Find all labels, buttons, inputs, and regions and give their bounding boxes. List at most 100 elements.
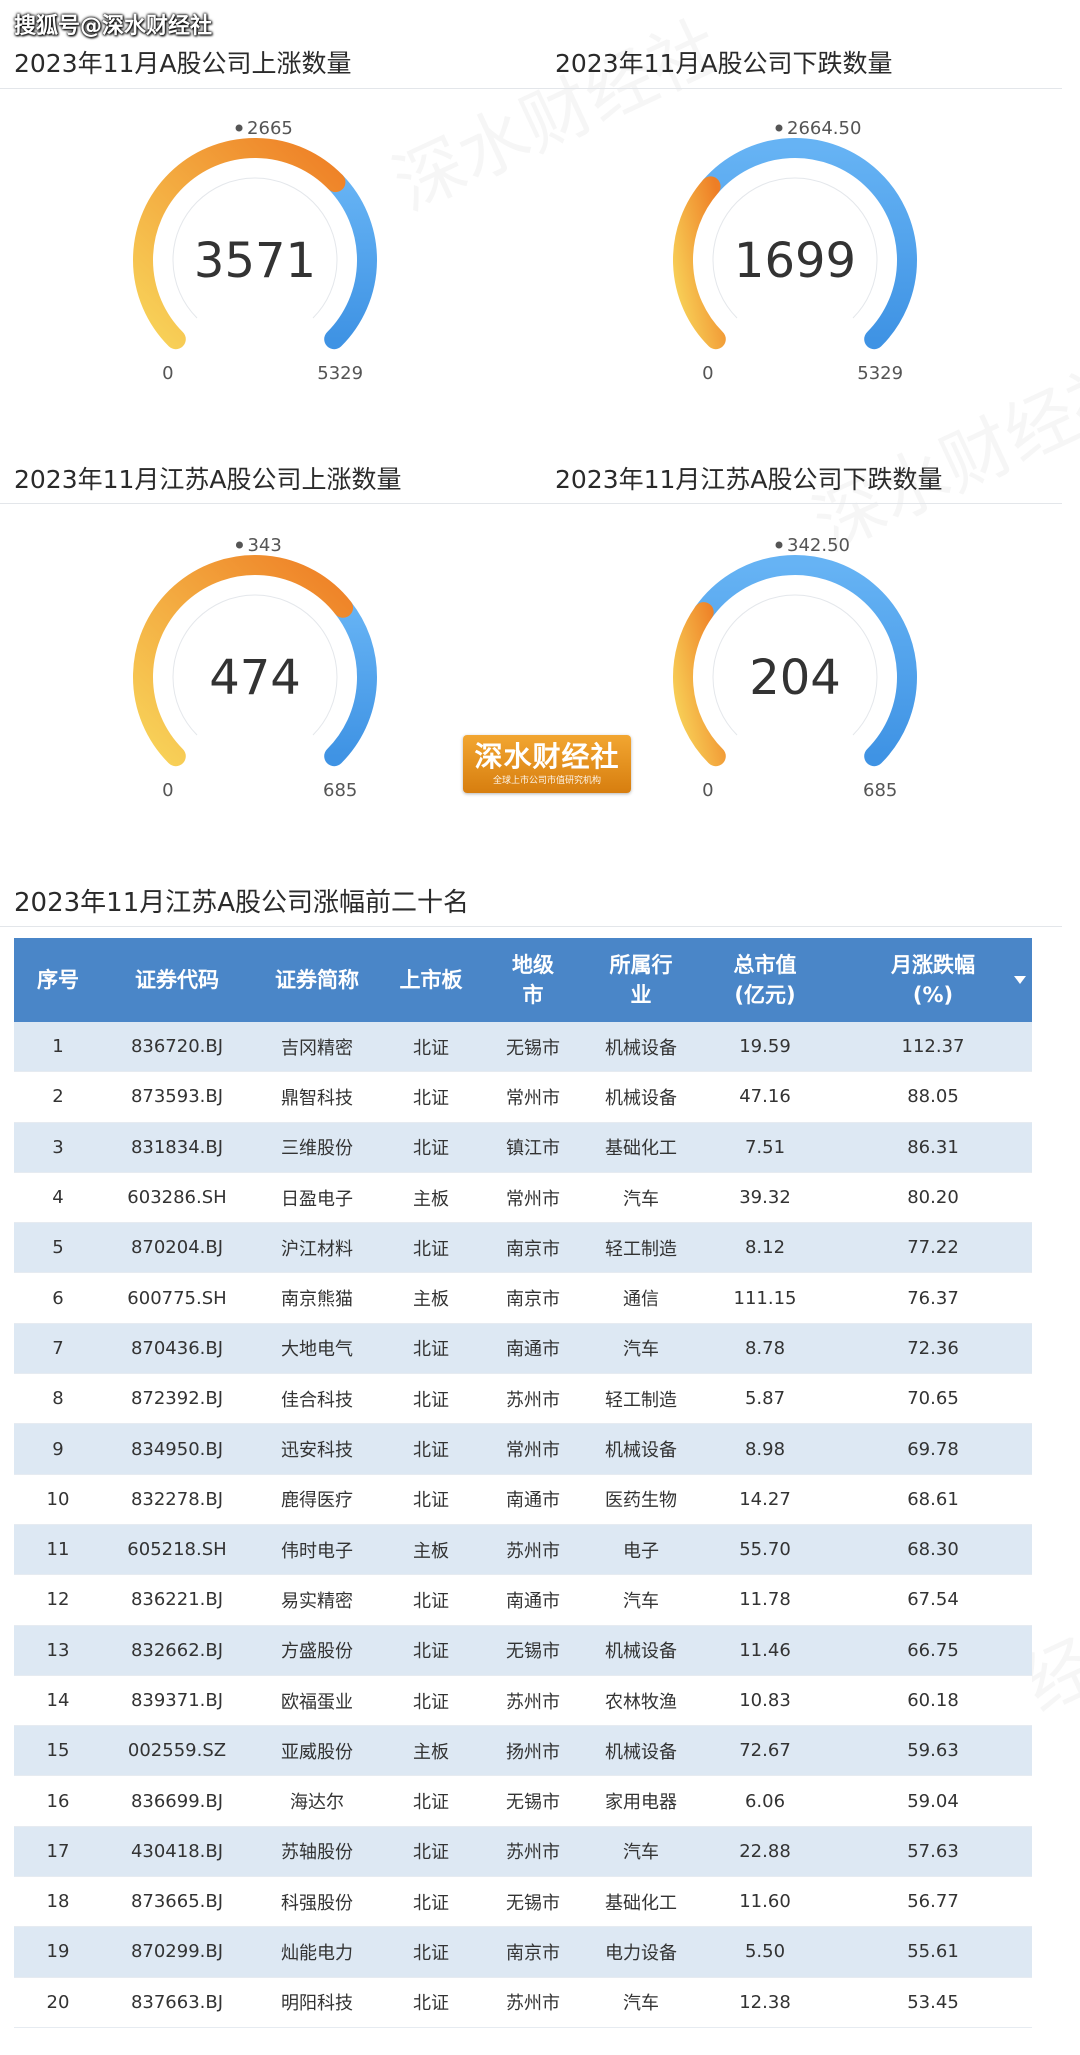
gauge-jiangsu-up: 343 474 0 685 <box>100 527 410 827</box>
gauge-marker-label: 2665 <box>247 118 293 139</box>
cell-monthly-change: 60.18 <box>834 1675 1032 1727</box>
gauge-min-label: 0 <box>702 780 713 801</box>
cell-code: 870436.BJ <box>102 1323 252 1375</box>
table-row[interactable]: 19 870299.BJ 灿能电力 北证 南京市 电力设备 5.50 55.61 <box>14 1926 1032 1978</box>
table-row[interactable]: 7 870436.BJ 大地电气 北证 南通市 汽车 8.78 72.36 <box>14 1323 1032 1375</box>
cell-industry: 汽车 <box>586 1172 696 1224</box>
table-row[interactable]: 10 832278.BJ 鹿得医疗 北证 南通市 医药生物 14.27 68.61 <box>14 1474 1032 1525</box>
cell-code: 836720.BJ <box>102 1022 252 1073</box>
cell-city: 无锡市 <box>480 1876 586 1928</box>
cell-board: 主板 <box>382 1272 480 1324</box>
cell-industry: 医药生物 <box>586 1474 696 1525</box>
cell-board: 北证 <box>382 1574 480 1626</box>
header-monthly-change[interactable]: 月涨跌幅 (%) <box>834 938 1032 1022</box>
cell-industry: 轻工制造 <box>586 1222 696 1274</box>
cell-market-cap: 5.87 <box>696 1373 834 1425</box>
gauge-inner-ring <box>172 177 338 319</box>
source-label: 搜狐号@深水财经社 <box>14 14 213 39</box>
cell-city: 常州市 <box>480 1071 586 1123</box>
cell-name: 明阳科技 <box>252 1977 382 2028</box>
cell-market-cap: 6.06 <box>696 1775 834 1827</box>
table-row[interactable]: 20 837663.BJ 明阳科技 北证 苏州市 汽车 12.38 53.45 <box>14 1977 1032 2028</box>
cell-name: 海达尔 <box>252 1775 382 1827</box>
brand-logo: 深水财经社 全球上市公司市值研究机构 <box>463 735 631 793</box>
cell-market-cap: 5.50 <box>696 1926 834 1978</box>
cell-market-cap: 8.12 <box>696 1222 834 1274</box>
header-index[interactable]: 序号 <box>14 938 102 1022</box>
cell-index: 3 <box>14 1122 102 1173</box>
gauge-svg: 2665 3571 0 5329 <box>133 118 377 384</box>
cell-market-cap: 14.27 <box>696 1474 834 1525</box>
cell-code: 603286.SH <box>102 1172 252 1224</box>
table-row[interactable]: 6 600775.SH 南京熊猫 主板 南京市 通信 111.15 76.37 <box>14 1272 1032 1324</box>
table-row[interactable]: 11 605218.SH 伟时电子 主板 苏州市 电子 55.70 68.30 <box>14 1524 1032 1576</box>
cell-board: 北证 <box>382 1373 480 1425</box>
cell-index: 16 <box>14 1775 102 1827</box>
table-row[interactable]: 2 873593.BJ 鼎智科技 北证 常州市 机械设备 47.16 88.05 <box>14 1071 1032 1123</box>
table-row[interactable]: 5 870204.BJ 沪江材料 北证 南京市 轻工制造 8.12 77.22 <box>14 1222 1032 1274</box>
cell-code: 836221.BJ <box>102 1574 252 1626</box>
cell-name: 大地电气 <box>252 1323 382 1375</box>
cell-market-cap: 12.38 <box>696 1977 834 2028</box>
header-name[interactable]: 证券简称 <box>252 938 382 1022</box>
cell-market-cap: 47.16 <box>696 1071 834 1123</box>
gauge-marker-label: 342.50 <box>787 535 850 556</box>
header-city[interactable]: 地级市 <box>480 938 586 1022</box>
gauge-jiangsu-down: 342.50 204 0 685 <box>640 527 950 827</box>
cell-code: 605218.SH <box>102 1524 252 1576</box>
header-industry[interactable]: 所属行业 <box>586 938 696 1022</box>
table-row[interactable]: 14 839371.BJ 欧福蛋业 北证 苏州市 农林牧渔 10.83 60.18 <box>14 1675 1032 1727</box>
cell-market-cap: 11.78 <box>696 1574 834 1626</box>
header-board[interactable]: 上市板 <box>382 938 480 1022</box>
gauge-value-arc <box>133 138 346 350</box>
gauge-marker-dot <box>235 541 243 549</box>
cell-market-cap: 8.78 <box>696 1323 834 1375</box>
table-row[interactable]: 13 832662.BJ 方盛股份 北证 无锡市 机械设备 11.46 66.75 <box>14 1625 1032 1676</box>
gauge-max-label: 5329 <box>317 363 363 384</box>
divider <box>0 503 1062 504</box>
table-row[interactable]: 17 430418.BJ 苏轴股份 北证 苏州市 汽车 22.88 57.63 <box>14 1826 1032 1878</box>
cell-market-cap: 19.59 <box>696 1022 834 1073</box>
cell-code: 831834.BJ <box>102 1122 252 1173</box>
table-row[interactable]: 12 836221.BJ 易实精密 北证 南通市 汽车 11.78 67.54 <box>14 1574 1032 1626</box>
cell-monthly-change: 70.65 <box>834 1373 1032 1425</box>
cell-index: 7 <box>14 1323 102 1375</box>
cell-index: 14 <box>14 1675 102 1727</box>
cell-code: 832662.BJ <box>102 1625 252 1676</box>
cell-code: 870299.BJ <box>102 1926 252 1978</box>
gauge-max-label: 5329 <box>857 363 903 384</box>
cell-code: 600775.SH <box>102 1272 252 1324</box>
table-row[interactable]: 1 836720.BJ 吉冈精密 北证 无锡市 机械设备 19.59 112.37 <box>14 1022 1032 1073</box>
cell-name: 灿能电力 <box>252 1926 382 1978</box>
cell-monthly-change: 68.61 <box>834 1474 1032 1525</box>
gauge-svg: 2664.50 1699 0 5329 <box>673 118 917 384</box>
cell-monthly-change: 67.54 <box>834 1574 1032 1626</box>
cell-city: 无锡市 <box>480 1775 586 1827</box>
table-row[interactable]: 16 836699.BJ 海达尔 北证 无锡市 家用电器 6.06 59.04 <box>14 1775 1032 1827</box>
header-code[interactable]: 证券代码 <box>102 938 252 1022</box>
table-row[interactable]: 18 873665.BJ 科强股份 北证 无锡市 基础化工 11.60 56.77 <box>14 1876 1032 1928</box>
cell-industry: 汽车 <box>586 1574 696 1626</box>
gauge-value-arc <box>673 176 726 350</box>
cell-index: 10 <box>14 1474 102 1525</box>
cell-name: 鼎智科技 <box>252 1071 382 1123</box>
cell-name: 亚威股份 <box>252 1725 382 1777</box>
table-row[interactable]: 4 603286.SH 日盈电子 主板 常州市 汽车 39.32 80.20 <box>14 1172 1032 1224</box>
cell-market-cap: 11.60 <box>696 1876 834 1928</box>
cell-index: 12 <box>14 1574 102 1626</box>
cell-name: 欧福蛋业 <box>252 1675 382 1727</box>
table-row[interactable]: 3 831834.BJ 三维股份 北证 镇江市 基础化工 7.51 86.31 <box>14 1122 1032 1173</box>
cell-city: 苏州市 <box>480 1977 586 2028</box>
gauge-remainder-arc <box>693 555 917 767</box>
cell-monthly-change: 56.77 <box>834 1876 1032 1928</box>
table-row[interactable]: 8 872392.BJ 佳合科技 北证 苏州市 轻工制造 5.87 70.65 <box>14 1373 1032 1425</box>
header-market-cap[interactable]: 总市值 (亿元) <box>696 938 834 1022</box>
cell-monthly-change: 68.30 <box>834 1524 1032 1576</box>
table-row[interactable]: 15 002559.SZ 亚威股份 主板 扬州市 机械设备 72.67 59.63 <box>14 1725 1032 1777</box>
table-row[interactable]: 9 834950.BJ 迅安科技 北证 常州市 机械设备 8.98 69.78 <box>14 1423 1032 1475</box>
cell-index: 17 <box>14 1826 102 1878</box>
sort-desc-icon[interactable] <box>1014 976 1026 984</box>
cell-city: 南通市 <box>480 1574 586 1626</box>
cell-board: 北证 <box>382 1122 480 1173</box>
cell-monthly-change: 59.04 <box>834 1775 1032 1827</box>
